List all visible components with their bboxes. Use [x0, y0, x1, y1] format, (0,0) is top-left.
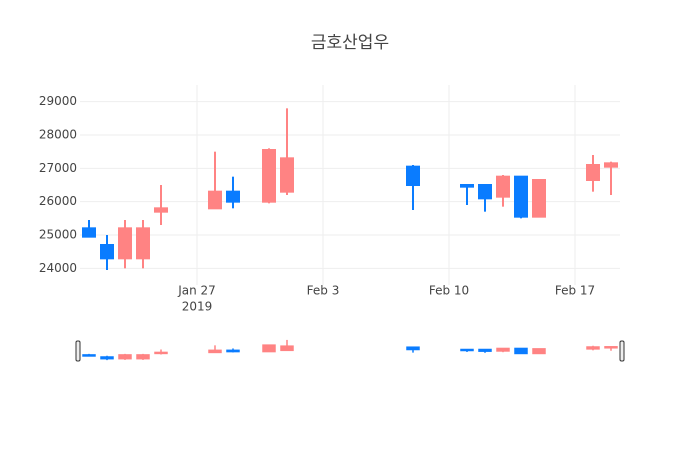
- candle-body: [82, 227, 96, 238]
- candle-body: [496, 175, 510, 198]
- y-tick-label: 29000: [39, 94, 77, 108]
- candle-body: [82, 354, 96, 357]
- candle-body: [154, 351, 168, 355]
- candle-body: [136, 354, 150, 360]
- candle-body: [208, 349, 222, 354]
- candle-body: [514, 175, 528, 218]
- candle-body: [586, 346, 600, 350]
- y-tick-label: 25000: [39, 228, 77, 242]
- candle-body: [208, 190, 222, 210]
- candle-body: [604, 346, 618, 349]
- candle-body: [118, 354, 132, 360]
- candle-body: [514, 347, 528, 355]
- candle-body: [586, 164, 600, 181]
- candle-body: [496, 347, 510, 352]
- x-tick-label: Feb 17: [555, 284, 595, 298]
- candle-body: [226, 349, 240, 353]
- candle-body: [406, 346, 420, 351]
- candle-body: [262, 344, 276, 353]
- candle-body: [460, 348, 474, 352]
- y-tick-label: 27000: [39, 161, 77, 175]
- candle-body: [478, 348, 492, 352]
- chart-title: 금호산업우: [311, 33, 389, 53]
- candle-body: [280, 345, 294, 352]
- range-slider-handle[interactable]: [75, 340, 81, 362]
- x-tick-label: Feb 10: [429, 284, 469, 298]
- candle-body: [118, 227, 132, 260]
- range-slider-handle[interactable]: [619, 340, 625, 362]
- y-tick-label: 24000: [39, 261, 77, 275]
- x-year-label: 2019: [182, 300, 213, 314]
- y-tick-label: 28000: [39, 128, 77, 142]
- candle-body: [604, 162, 618, 168]
- candle-body: [154, 207, 168, 213]
- candle-body: [262, 149, 276, 203]
- x-tick-label: Jan 27: [177, 284, 216, 298]
- x-tick-label: Feb 3: [307, 284, 340, 298]
- candle-body: [100, 244, 114, 260]
- candle-body: [478, 184, 492, 200]
- candle-body: [100, 356, 114, 360]
- candle-body: [460, 184, 474, 188]
- candle-body: [532, 179, 546, 218]
- candle-body: [280, 157, 294, 193]
- y-tick-label: 26000: [39, 194, 77, 208]
- candle-body: [406, 165, 420, 187]
- candle-body: [136, 227, 150, 260]
- candle-body: [532, 348, 546, 355]
- candle-body: [226, 190, 240, 203]
